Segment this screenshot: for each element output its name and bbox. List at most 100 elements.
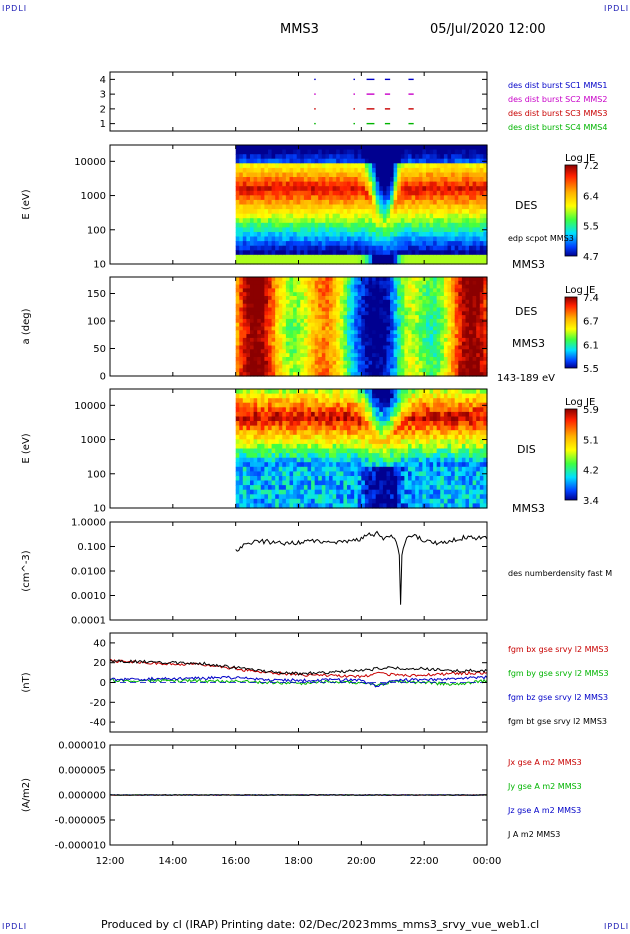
des_energy-cell bbox=[429, 250, 434, 256]
dis_energy-cell bbox=[239, 503, 244, 509]
des_energy-cell bbox=[465, 172, 470, 178]
des_energy-cell bbox=[433, 209, 438, 215]
dis_energy-cell bbox=[411, 407, 416, 413]
dis_energy-cell bbox=[268, 439, 273, 445]
dis_energy-cell bbox=[307, 430, 312, 436]
des_energy-cell bbox=[386, 149, 391, 155]
des_energy-cell bbox=[375, 241, 380, 247]
dis_energy-cell bbox=[375, 411, 380, 418]
des_pitch-cell bbox=[325, 330, 330, 335]
des_energy-cell bbox=[465, 254, 470, 260]
des_energy-cell bbox=[411, 227, 416, 233]
dis_energy-cell bbox=[282, 466, 287, 472]
dis_energy-cell bbox=[404, 398, 409, 404]
dis_energy-cell bbox=[282, 476, 287, 482]
des_pitch-cell bbox=[250, 315, 255, 320]
des_pitch-cell bbox=[289, 330, 294, 335]
des_pitch-cell bbox=[257, 364, 262, 369]
des_energy-cell bbox=[393, 149, 398, 155]
dis_energy-cell bbox=[278, 462, 283, 468]
des_energy-cell bbox=[415, 186, 420, 192]
dis_energy-cell bbox=[368, 439, 373, 445]
des_pitch-cell bbox=[303, 299, 309, 305]
des_pitch-cell bbox=[260, 372, 265, 377]
des_pitch-cell bbox=[433, 277, 438, 282]
des_pitch-cell bbox=[390, 357, 395, 362]
dis_energy-cell bbox=[343, 434, 348, 440]
dis_energy-cell bbox=[264, 466, 269, 472]
dis_energy-cell bbox=[314, 425, 319, 431]
des_energy-cell bbox=[278, 149, 283, 155]
dis_energy-cell bbox=[293, 416, 298, 422]
dis_energy-cell bbox=[329, 503, 334, 509]
des_energy-cell bbox=[293, 149, 298, 155]
des_energy-cell bbox=[260, 199, 265, 206]
dis_energy-cell bbox=[275, 439, 280, 445]
des_energy-cell bbox=[321, 236, 326, 242]
des_pitch-cell bbox=[375, 330, 380, 335]
des_energy-cell bbox=[447, 254, 452, 260]
des_pitch-cell bbox=[242, 284, 247, 289]
des_energy-cell bbox=[257, 190, 262, 196]
des_pitch-cell bbox=[307, 292, 312, 297]
des_energy-cell bbox=[433, 227, 438, 233]
des_energy-cell bbox=[321, 167, 326, 174]
dis_energy-cell bbox=[250, 448, 255, 454]
des_pitch-cell bbox=[469, 337, 474, 343]
des_energy-cell bbox=[314, 218, 319, 224]
dis_energy-cell bbox=[379, 393, 384, 399]
des_pitch-cell bbox=[257, 337, 262, 343]
des_pitch-cell bbox=[382, 288, 388, 293]
dis_energy-cell bbox=[318, 489, 323, 495]
des_energy-cell bbox=[382, 209, 388, 215]
des_pitch-cell bbox=[257, 284, 262, 289]
des_pitch-cell bbox=[483, 292, 488, 297]
des_energy-cell bbox=[436, 149, 441, 155]
des_energy-cell bbox=[433, 199, 438, 206]
des_energy-cell bbox=[350, 254, 355, 260]
des_pitch-cell bbox=[257, 277, 262, 282]
des_energy-cell bbox=[329, 218, 334, 224]
dis_energy-cell bbox=[361, 421, 366, 427]
dis_energy-cell bbox=[278, 434, 283, 440]
dis_energy-cell bbox=[303, 389, 309, 395]
des_pitch-cell bbox=[350, 364, 355, 369]
dis_energy-cell bbox=[411, 466, 416, 472]
des_pitch-cell bbox=[314, 299, 319, 305]
des_pitch-cell bbox=[422, 330, 427, 335]
dis_energy-cell bbox=[268, 494, 273, 500]
des_energy-cell bbox=[293, 167, 298, 174]
dis_energy-cell bbox=[357, 425, 362, 431]
des_energy-cell bbox=[296, 245, 301, 251]
des_energy-cell bbox=[443, 181, 449, 187]
des_energy-cell bbox=[300, 259, 305, 265]
des_energy-cell bbox=[318, 149, 323, 155]
des_pitch-cell bbox=[386, 345, 391, 350]
dis_energy-cell bbox=[364, 480, 370, 486]
dis_energy-cell bbox=[339, 494, 344, 500]
des_pitch-cell bbox=[447, 280, 452, 286]
dis_energy-cell bbox=[393, 498, 398, 504]
des_energy-cell bbox=[311, 232, 316, 238]
des_energy-cell bbox=[483, 236, 488, 242]
des_energy-cell bbox=[469, 181, 474, 187]
des_energy-cell bbox=[303, 186, 309, 192]
des_energy-cell bbox=[242, 250, 247, 256]
des_pitch-cell bbox=[303, 368, 309, 373]
dis_energy-cell bbox=[300, 411, 305, 418]
des_energy-cell bbox=[289, 222, 294, 228]
des_energy-cell bbox=[433, 145, 438, 151]
des_energy-cell bbox=[443, 236, 449, 242]
des_pitch-cell bbox=[235, 288, 240, 293]
des_pitch-cell bbox=[293, 364, 298, 369]
dis_energy-cell bbox=[271, 471, 276, 477]
des_energy-cell bbox=[447, 209, 452, 215]
des_energy-cell bbox=[447, 158, 452, 164]
des_pitch-cell bbox=[368, 326, 373, 331]
dis_energy-cell bbox=[343, 471, 348, 477]
des_pitch-cell bbox=[329, 307, 334, 312]
dis_energy-cell bbox=[372, 425, 377, 431]
des_energy-cell bbox=[400, 181, 405, 187]
des_energy-cell bbox=[296, 227, 301, 233]
des_energy-cell bbox=[321, 190, 326, 196]
